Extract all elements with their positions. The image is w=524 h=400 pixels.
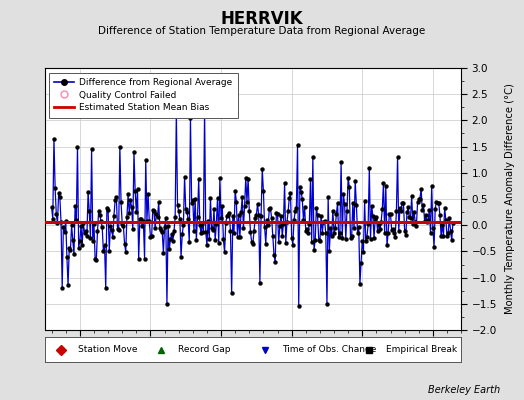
Text: Difference of Station Temperature Data from Regional Average: Difference of Station Temperature Data f… <box>99 26 425 36</box>
Legend: Difference from Regional Average, Quality Control Failed, Estimated Station Mean: Difference from Regional Average, Qualit… <box>49 72 237 118</box>
Y-axis label: Monthly Temperature Anomaly Difference (°C): Monthly Temperature Anomaly Difference (… <box>505 84 515 314</box>
Text: Berkeley Earth: Berkeley Earth <box>428 385 500 395</box>
Text: Empirical Break: Empirical Break <box>386 345 457 354</box>
Text: Record Gap: Record Gap <box>178 345 231 354</box>
Text: HERRVIK: HERRVIK <box>221 10 303 28</box>
Text: Time of Obs. Change: Time of Obs. Change <box>282 345 376 354</box>
Text: Station Move: Station Move <box>78 345 137 354</box>
